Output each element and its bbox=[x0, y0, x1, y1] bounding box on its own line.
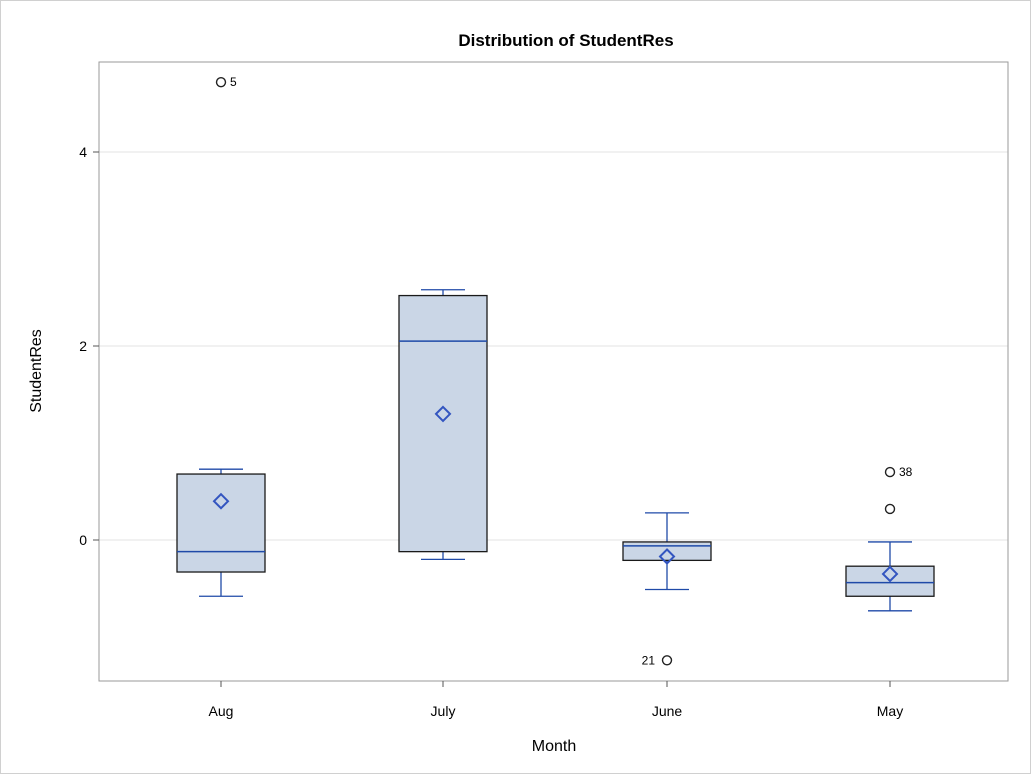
y-tick-label: 2 bbox=[79, 338, 87, 354]
chart-title: Distribution of StudentRes bbox=[458, 31, 673, 50]
y-tick-label: 4 bbox=[79, 144, 87, 160]
box-aug: 5 bbox=[176, 75, 266, 597]
mean-marker bbox=[881, 565, 899, 583]
mean-marker bbox=[434, 405, 452, 423]
iqr-box bbox=[622, 541, 712, 562]
mean-marker bbox=[658, 548, 676, 565]
outlier-label: 5 bbox=[230, 75, 237, 89]
box-july bbox=[398, 289, 488, 561]
outlier-point bbox=[884, 466, 896, 478]
mean-marker bbox=[212, 492, 230, 510]
box-marks: 5 21 38 bbox=[176, 75, 935, 667]
outlier-point bbox=[215, 76, 227, 88]
iqr-box bbox=[398, 294, 488, 553]
iqr-box bbox=[176, 473, 266, 573]
outlier-label: 38 bbox=[899, 465, 913, 479]
outlier-label: 21 bbox=[642, 653, 656, 667]
x-tick-label: Aug bbox=[209, 703, 234, 719]
x-tick-label: June bbox=[652, 703, 683, 719]
x-tick-label: July bbox=[431, 703, 456, 719]
y-tick-label: 0 bbox=[79, 532, 87, 548]
x-axis-label: Month bbox=[532, 738, 576, 755]
box-june: 21 bbox=[622, 512, 712, 667]
y-axis: 0 2 4 bbox=[79, 144, 99, 548]
x-tick-label: May bbox=[877, 703, 903, 719]
plot-area-border bbox=[98, 61, 1009, 682]
x-axis: Aug July June May bbox=[209, 681, 903, 719]
y-axis-label: StudentRes bbox=[28, 329, 45, 413]
outlier-point bbox=[661, 655, 673, 666]
box-may: 38 bbox=[845, 465, 935, 612]
outlier-point bbox=[884, 503, 896, 515]
